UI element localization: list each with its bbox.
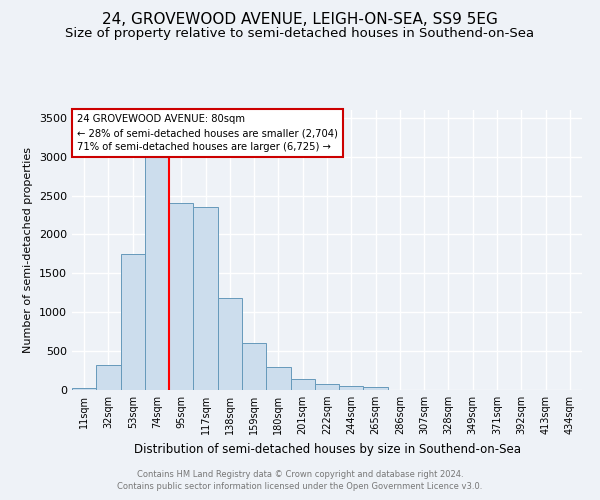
Text: 24, GROVEWOOD AVENUE, LEIGH-ON-SEA, SS9 5EG: 24, GROVEWOOD AVENUE, LEIGH-ON-SEA, SS9 … (102, 12, 498, 28)
Text: 24 GROVEWOOD AVENUE: 80sqm
← 28% of semi-detached houses are smaller (2,704)
71%: 24 GROVEWOOD AVENUE: 80sqm ← 28% of semi… (77, 114, 338, 152)
Bar (145, 153, 169, 390)
Text: Contains public sector information licensed under the Open Government Licence v3: Contains public sector information licen… (118, 482, 482, 491)
Bar (364, 388, 388, 390)
Bar (121, 254, 145, 390)
Bar (266, 366, 290, 390)
Bar (193, 207, 218, 390)
Bar (96, 365, 121, 390)
Bar (218, 298, 242, 390)
Bar (290, 379, 315, 390)
Bar (169, 204, 193, 390)
Bar (72, 388, 96, 390)
Bar (242, 344, 266, 390)
Text: Contains HM Land Registry data © Crown copyright and database right 2024.: Contains HM Land Registry data © Crown c… (137, 470, 463, 479)
Y-axis label: Number of semi-detached properties: Number of semi-detached properties (23, 147, 34, 353)
Bar (339, 386, 364, 390)
Bar (315, 384, 339, 390)
Text: Size of property relative to semi-detached houses in Southend-on-Sea: Size of property relative to semi-detach… (65, 28, 535, 40)
X-axis label: Distribution of semi-detached houses by size in Southend-on-Sea: Distribution of semi-detached houses by … (133, 442, 521, 456)
